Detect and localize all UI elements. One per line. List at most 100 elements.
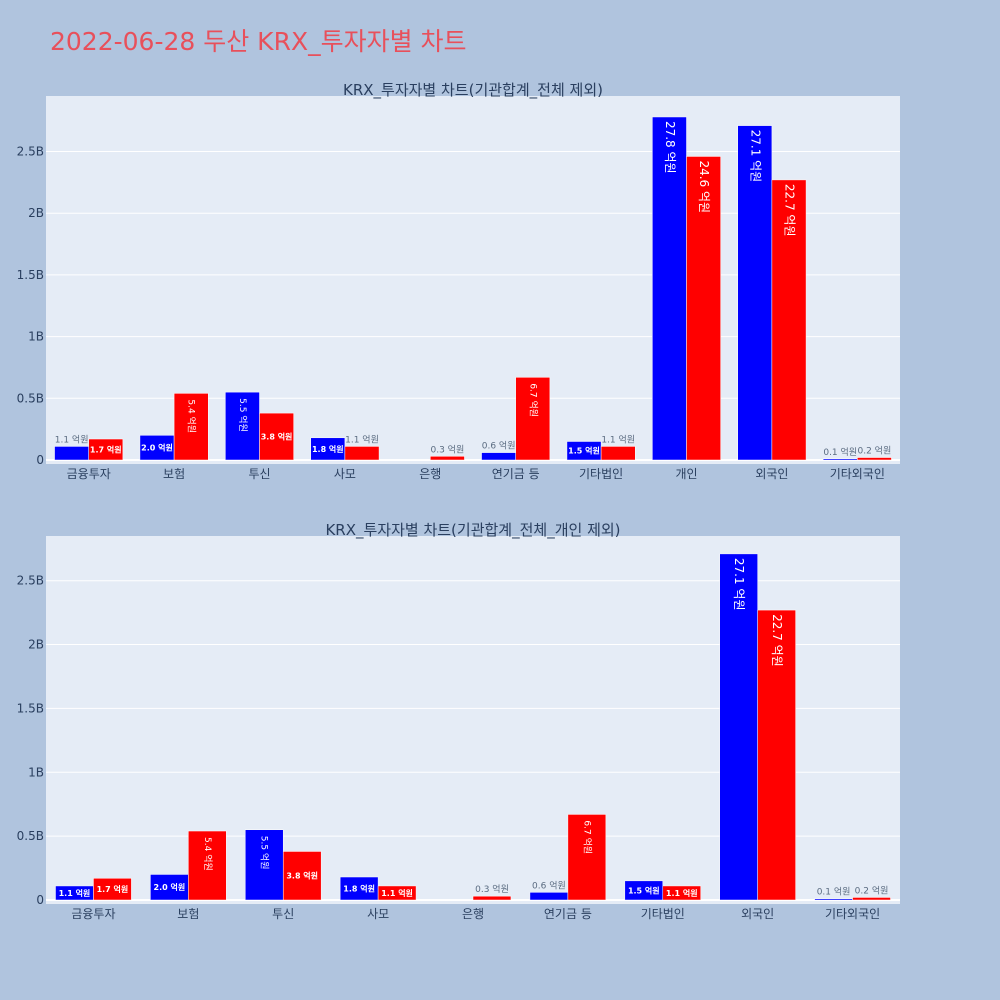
data-label: 1.1 억원 <box>601 433 635 445</box>
data-label: 6.7 억원 <box>527 383 539 417</box>
bar <box>430 456 465 461</box>
data-label: 0.6 억원 <box>532 879 566 891</box>
chart-top: 0 0.5B 1B 1.5B 2B 2.5B KRX_투자자별 차트(기관합계_전체 제외)… <box>17 81 900 481</box>
bar <box>173 393 209 461</box>
bar <box>529 892 569 901</box>
data-label: 3.8 억원 <box>261 432 293 442</box>
bar <box>719 553 758 901</box>
data-label: 27.1 억원 <box>732 558 746 611</box>
y-tick-label: 2.5B <box>17 145 44 159</box>
data-label: 3.8 억원 <box>286 871 318 881</box>
y-tick-label: 2.5B <box>17 574 44 588</box>
bar <box>472 895 512 901</box>
data-label: 22.7 억원 <box>770 614 784 667</box>
x-tick-label: 은행 <box>462 906 484 921</box>
x-tick-label: 사모 <box>367 907 389 921</box>
x-tick-label: 투신 <box>272 907 294 921</box>
bar <box>88 438 124 461</box>
x-tick-label: 외국인 <box>755 467 788 481</box>
x-tick-label: 투신 <box>248 467 270 481</box>
x-tick-label: 기타외국인 <box>825 907 880 921</box>
bar <box>481 452 516 461</box>
bar <box>814 898 853 901</box>
y-tick-label: 0.5B <box>17 391 44 405</box>
x-tick-label: 금융투자 <box>71 907 115 921</box>
data-label: 27.1 억원 <box>748 130 762 183</box>
data-label: 1.8 억원 <box>312 444 344 454</box>
data-label: 2.0 억원 <box>154 882 186 892</box>
data-label: 2.0 억원 <box>141 443 173 453</box>
data-label: 0.6 억원 <box>482 440 516 452</box>
data-label: 1.7 억원 <box>97 884 129 894</box>
data-label: 5.5 억원 <box>237 398 249 432</box>
bar <box>852 897 891 901</box>
data-label: 1.7 억원 <box>90 445 122 455</box>
bar <box>757 609 796 901</box>
x-tick-label: 외국인 <box>741 907 774 921</box>
x-tick-label: 금융투자 <box>67 467 111 481</box>
x-tick-label: 연기금 등 <box>492 467 540 481</box>
data-label: 1.5 억원 <box>568 446 600 456</box>
bar <box>771 179 807 461</box>
data-label: 6.7 억원 <box>581 820 593 854</box>
bar <box>139 435 175 461</box>
data-label: 5.5 억원 <box>259 836 271 870</box>
bar <box>225 391 260 461</box>
bar <box>822 458 858 461</box>
bar <box>93 878 132 901</box>
y-tick-label: 2B <box>28 638 44 652</box>
data-label: 5.4 억원 <box>202 837 214 871</box>
y-tick-label: 0 <box>36 893 44 907</box>
data-label: 0.3 억원 <box>475 883 509 895</box>
data-label: 1.1 억원 <box>345 433 379 445</box>
data-label: 5.4 억원 <box>186 399 198 433</box>
chart-title: KRX_투자자별 차트(기관합계_전체 제외) <box>343 81 603 100</box>
bar <box>662 885 701 901</box>
data-label: 1.1 억원 <box>55 433 89 445</box>
chart-title: KRX_투자자별 차트(기관합계_전체_개인 제외) <box>325 521 620 540</box>
x-tick-label: 기타외국인 <box>830 467 885 481</box>
y-tick-label: 1B <box>28 765 44 779</box>
data-label: 0.2 억원 <box>858 445 892 457</box>
data-label: 1.5 억원 <box>628 885 660 895</box>
bar <box>377 885 417 901</box>
bar <box>259 412 294 461</box>
x-tick-label: 기타법인 <box>579 467 623 481</box>
data-label: 1.8 억원 <box>343 884 375 894</box>
data-label: 0.1 억원 <box>817 886 851 898</box>
y-tick-label: 2B <box>28 206 44 220</box>
bar <box>282 851 322 901</box>
data-label: 1.1 억원 <box>381 888 413 898</box>
data-label: 27.8 억원 <box>663 121 677 174</box>
bar <box>150 874 189 901</box>
y-tick-label: 1.5B <box>17 268 44 282</box>
y-tick-label: 1.5B <box>17 701 44 715</box>
data-label: 0.2 억원 <box>855 884 889 896</box>
bar <box>245 829 284 901</box>
page-title: 2022-06-28 두산 KRX_투자자별 차트 <box>50 27 467 56</box>
data-label: 0.1 억원 <box>823 446 857 458</box>
data-label: 24.6 억원 <box>697 160 711 213</box>
bar <box>515 377 551 461</box>
data-label: 22.7 억원 <box>782 184 796 237</box>
bar <box>600 446 636 461</box>
data-label: 1.1 억원 <box>59 888 91 898</box>
x-tick-label: 보험 <box>163 467 185 481</box>
bar <box>567 814 607 901</box>
data-label: 0.3 억원 <box>431 443 465 455</box>
x-tick-label: 개인 <box>675 467 697 481</box>
data-label: 1.1 억원 <box>666 888 698 898</box>
bar <box>652 116 687 461</box>
bar <box>188 830 227 901</box>
chart-bottom: 0 0.5B 1B 1.5B 2B 2.5B KRX_투자자별 차트(기관합계_전체_개인 … <box>17 521 900 921</box>
x-tick-label: 연기금 등 <box>544 907 592 921</box>
y-tick-label: 1B <box>28 330 44 344</box>
x-tick-label: 보험 <box>177 907 199 921</box>
x-tick-label: 은행 <box>419 466 441 481</box>
x-tick-label: 사모 <box>334 467 356 481</box>
bar <box>737 125 773 461</box>
y-tick-label: 0 <box>36 453 44 467</box>
bar <box>344 446 380 461</box>
x-tick-label: 기타법인 <box>641 907 685 921</box>
bar <box>686 156 721 461</box>
